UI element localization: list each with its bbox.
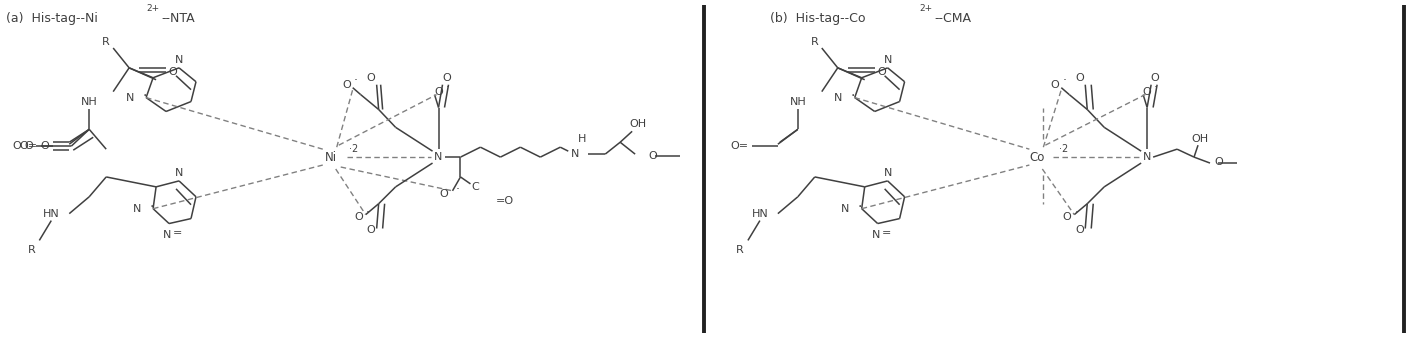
Text: (b)  His-tag--Co: (b) His-tag--Co — [770, 12, 866, 25]
Text: --CMA: --CMA — [935, 12, 971, 25]
Text: O: O — [439, 189, 449, 199]
Text: N: N — [834, 93, 843, 103]
Text: N: N — [162, 231, 171, 240]
Text: H: H — [578, 134, 586, 144]
Text: N: N — [570, 149, 579, 159]
Text: N: N — [884, 168, 892, 178]
Text: N: N — [1142, 152, 1151, 162]
Text: ·: · — [1154, 81, 1158, 94]
Text: ·: · — [850, 88, 856, 103]
Text: O: O — [648, 151, 657, 161]
Text: O: O — [366, 73, 376, 83]
Text: ·: · — [1062, 74, 1066, 87]
Text: ·: · — [456, 183, 459, 196]
Text: NH: NH — [789, 97, 806, 106]
Text: 2+: 2+ — [145, 4, 160, 13]
Text: Ni: Ni — [325, 151, 337, 164]
Text: OH: OH — [630, 119, 647, 129]
Text: ·2: ·2 — [349, 144, 359, 154]
Text: O: O — [433, 87, 443, 97]
Text: N: N — [133, 204, 141, 214]
Text: R: R — [27, 245, 35, 255]
Text: ·: · — [366, 206, 370, 219]
Text: C: C — [472, 182, 479, 192]
Text: O: O — [1142, 87, 1152, 97]
Text: N: N — [871, 231, 880, 240]
Text: =O: =O — [496, 196, 514, 206]
Text: O: O — [442, 73, 450, 83]
Text: Co: Co — [1029, 151, 1045, 164]
Text: O: O — [342, 80, 350, 90]
Text: --NTA: --NTA — [161, 12, 195, 25]
Text: O: O — [168, 67, 178, 77]
Text: O: O — [41, 141, 49, 151]
Text: ·2: ·2 — [1059, 144, 1069, 154]
Text: N: N — [175, 55, 184, 65]
Text: N: N — [175, 168, 184, 178]
Text: O: O — [1151, 73, 1159, 83]
Text: N: N — [435, 152, 443, 162]
Text: HN: HN — [751, 208, 768, 219]
Text: ·: · — [857, 200, 863, 214]
Text: O: O — [877, 67, 885, 77]
Text: R: R — [102, 37, 110, 47]
Text: O: O — [1075, 225, 1083, 236]
Text: O: O — [13, 141, 21, 151]
Text: O: O — [366, 225, 376, 236]
Text: O=: O= — [730, 141, 748, 151]
Text: =: = — [881, 228, 891, 238]
Text: O: O — [354, 212, 363, 222]
Text: O: O — [1075, 73, 1083, 83]
Text: N: N — [842, 204, 850, 214]
Text: ·: · — [446, 81, 449, 94]
Text: O=: O= — [20, 141, 38, 151]
Text: =: = — [174, 228, 182, 238]
Text: 2+: 2+ — [919, 4, 933, 13]
Text: N: N — [884, 55, 892, 65]
Text: ·: · — [1075, 206, 1079, 219]
Text: O: O — [1214, 157, 1223, 167]
Text: O: O — [1062, 212, 1072, 222]
Text: O: O — [24, 141, 34, 151]
Text: ·: · — [143, 88, 147, 103]
Text: N: N — [126, 93, 134, 103]
Text: NH: NH — [80, 97, 97, 106]
Text: R: R — [736, 245, 744, 255]
Text: ·: · — [353, 74, 357, 87]
Text: (a)  His-tag--Ni: (a) His-tag--Ni — [7, 12, 99, 25]
Text: O: O — [1051, 80, 1059, 90]
Text: ·: · — [150, 200, 154, 214]
Text: OH: OH — [1192, 134, 1209, 144]
Text: HN: HN — [42, 208, 59, 219]
Text: R: R — [810, 37, 819, 47]
